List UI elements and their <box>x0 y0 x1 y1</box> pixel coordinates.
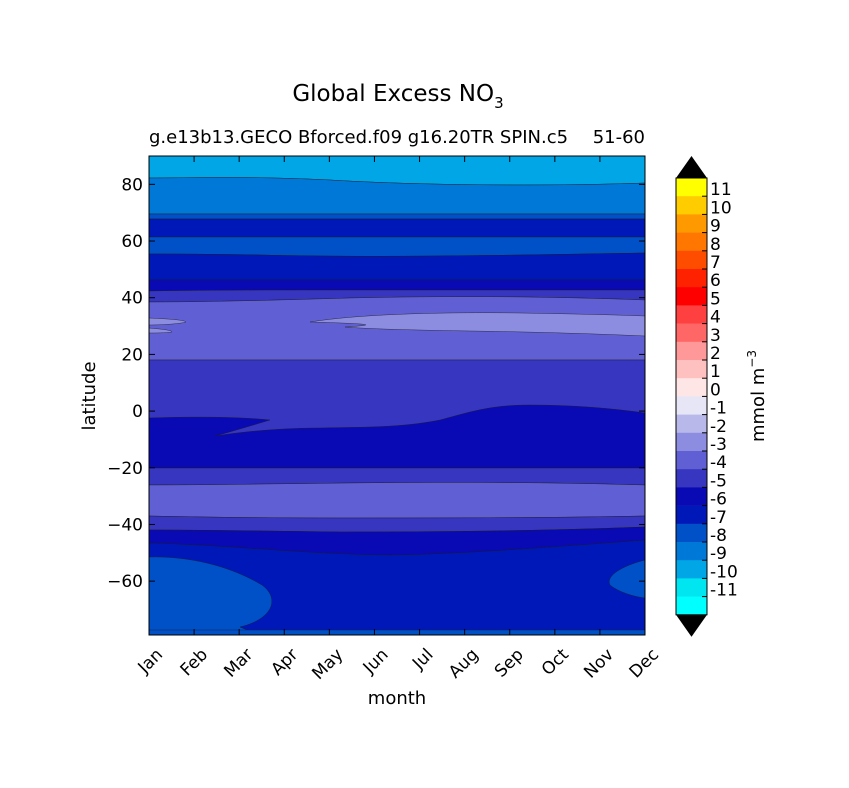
chart-subtitle-right: 51-60 <box>593 127 645 148</box>
colorbar-tick-label: -1 <box>710 399 727 419</box>
colorbar-tick-label: 11 <box>710 180 732 200</box>
colorbar-segment <box>676 250 707 270</box>
colorbar-tick-label: -8 <box>710 526 727 546</box>
colorbar-extend-bottom <box>676 614 707 637</box>
x-tick-label: Sep <box>491 645 528 682</box>
contour-band-polar-sliver <box>148 629 646 636</box>
plot-area <box>148 155 646 636</box>
y-tick-label: 20 <box>121 345 143 365</box>
colorbar-tick-label: -11 <box>710 581 738 601</box>
x-tick-label: Oct <box>538 645 573 680</box>
contour-band-south-25 <box>148 482 646 519</box>
colorbar-tick-label: 10 <box>710 198 732 218</box>
x-tick-label: Dec <box>626 645 663 682</box>
colorbar-segment <box>676 396 707 415</box>
colorbar-segment <box>676 341 707 361</box>
colorbar-segment <box>676 523 707 543</box>
contour-band-north-42 <box>148 279 646 292</box>
contour-band-southern-ocean <box>148 539 646 636</box>
x-tick-label: Jun <box>359 645 393 679</box>
contour-band-north-46 <box>148 252 646 281</box>
colorbar-tick-label: -6 <box>710 490 727 510</box>
y-axis: −60 −40 −20 0 20 40 60 80 <box>107 175 645 592</box>
y-tick-label: 60 <box>121 232 143 252</box>
colorbar-segment <box>676 287 707 306</box>
colorbar-tick-label: 6 <box>710 271 721 291</box>
contour-band-equator-low <box>148 404 646 469</box>
colorbar-label-superscript: −3 <box>745 350 759 368</box>
colorbar-tick-label: -7 <box>710 508 727 528</box>
x-tick-label: Feb <box>177 645 212 680</box>
y-tick-label: −60 <box>107 572 143 592</box>
colorbar-segment <box>676 360 707 379</box>
x-tick-label: May <box>308 645 347 684</box>
contour-band-north-55 <box>148 236 646 257</box>
colorbar-segment <box>676 269 707 288</box>
colorbar-segment <box>676 323 707 343</box>
colorbar-tick-label: -5 <box>710 471 727 491</box>
x-tick-label: Mar <box>220 645 257 682</box>
plot-frame <box>148 155 646 636</box>
x-tick-label: Jan <box>134 645 167 678</box>
contour-band-subtropic-west-2 <box>148 327 173 334</box>
colorbar-extend-top <box>676 156 707 178</box>
y-axis-label: latitude <box>79 361 100 430</box>
chart-subtitle-left: g.e13b13.GECO Bforced.f09 g16.20TR SPIN.… <box>149 127 568 148</box>
colorbar-segment <box>676 432 707 452</box>
contour-band-high-north <box>148 177 646 215</box>
colorbar-segment <box>676 505 707 525</box>
colorbar-tick-label: 8 <box>710 235 721 255</box>
contour-band-north-62 <box>148 218 646 238</box>
colorbar-tick-label: 7 <box>710 253 721 273</box>
title-subscript: 3 <box>494 94 504 112</box>
colorbar-segment <box>676 196 707 215</box>
colorbar-tick-label: 9 <box>710 217 721 237</box>
x-tick-label: Nov <box>580 645 618 683</box>
colorbar-segment <box>676 305 707 324</box>
chart-title: Global Excess NO3 <box>292 81 503 112</box>
colorbar-segment <box>676 487 707 506</box>
colorbar-segment <box>676 451 707 470</box>
colorbar-segment <box>676 214 707 233</box>
colorbar-tick-label: 1 <box>710 362 721 382</box>
colorbar-segment <box>676 414 707 434</box>
colorbar-tick-label: 5 <box>710 289 721 309</box>
colorbar-segment <box>676 578 707 597</box>
contour-band-subtropic-west <box>148 317 187 326</box>
y-tick-label: 0 <box>132 402 143 422</box>
x-tick-label: Apr <box>267 645 302 680</box>
y-tick-label: −20 <box>107 459 143 479</box>
colorbar-tick-label: 2 <box>710 344 721 364</box>
colorbar-segment <box>676 542 707 561</box>
colorbar-segment <box>676 596 707 616</box>
x-tick-label: Jul <box>408 645 437 674</box>
colorbar-tick-label: 4 <box>710 308 721 328</box>
contour-band-subtropic-core <box>309 312 646 337</box>
y-tick-label: −40 <box>107 515 143 535</box>
contour-band-north-68 <box>148 213 646 220</box>
colorbar-tick-label: -3 <box>710 435 727 455</box>
colorbar-tick-label: -4 <box>710 453 727 473</box>
colorbar-tick-label: -9 <box>710 544 727 564</box>
colorbar-segment <box>676 178 707 197</box>
colorbar-segment <box>676 232 707 252</box>
colorbar-tick-label: 3 <box>710 326 721 346</box>
y-tick-label: 40 <box>121 289 143 309</box>
x-axis-label: month <box>368 688 426 709</box>
colorbar-tick-label: -10 <box>710 562 738 582</box>
colorbar-label: mmol m−3 <box>745 350 769 442</box>
y-tick-label: 80 <box>121 175 143 195</box>
contour-band-southern-east <box>609 559 646 599</box>
x-tick-label: Aug <box>445 645 483 683</box>
colorbar-segment <box>676 469 707 488</box>
colorbar-segment <box>676 560 707 579</box>
colorbar-tick-label: 0 <box>710 380 721 400</box>
colorbar-tick-label: -2 <box>710 417 727 437</box>
colorbar-segment <box>676 378 707 397</box>
